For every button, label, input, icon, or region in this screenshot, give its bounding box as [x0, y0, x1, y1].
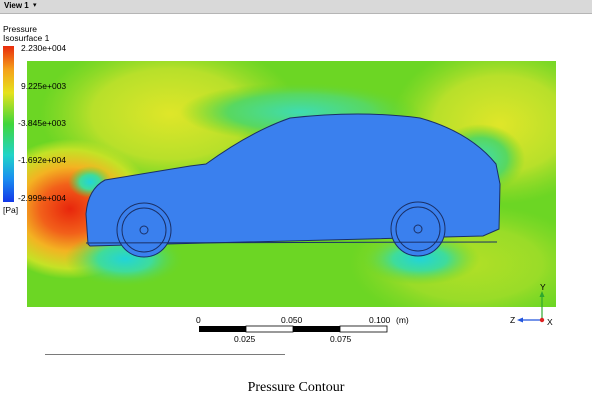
legend-variable: Pressure — [3, 24, 37, 34]
scale-unit: (m) — [396, 315, 409, 325]
triad-y-label: Y — [540, 282, 546, 292]
legend-tick-label: 2.230e+004 — [21, 43, 66, 53]
view-dropdown-icon[interactable]: ▾ — [33, 1, 37, 9]
scale-bar: 0 0.050 0.100 (m) 0.025 0.075 — [196, 315, 409, 344]
legend-color-bar — [3, 46, 14, 202]
graphics-viewport[interactable]: Pressure Isosurface 1 2.230e+004 9.225e+… — [0, 14, 592, 356]
caption-divider — [45, 354, 285, 355]
legend-tick-label: -3.845e+003 — [18, 118, 66, 128]
rear-wheel — [116, 202, 172, 258]
ansys-logo-text: ANSYS — [506, 27, 570, 46]
axis-triad[interactable]: Y Z X — [510, 282, 553, 327]
front-wheel — [390, 201, 446, 257]
legend-tick-label: -2.999e+004 — [18, 193, 66, 203]
legend-tick-label: 9.225e+003 — [21, 81, 66, 91]
viewport-title-bar: View 1 ▾ — [0, 0, 592, 14]
color-legend: Pressure Isosurface 1 2.230e+004 9.225e+… — [3, 24, 66, 215]
scale-label: 0.100 — [369, 315, 391, 325]
triad-z-label: Z — [510, 315, 515, 325]
view-selector-label[interactable]: View 1 — [4, 1, 29, 10]
ansys-version-text: R15.0 — [545, 45, 570, 55]
scale-label: 0.075 — [330, 334, 352, 344]
pressure-contour-plot[interactable]: Pressure Isosurface 1 2.230e+004 9.225e+… — [0, 14, 592, 356]
ansys-logo: ANSYS R15.0 — [506, 28, 570, 55]
scale-label: 0 — [196, 315, 201, 325]
legend-location: Isosurface 1 — [3, 33, 50, 43]
scale-label: 0.025 — [234, 334, 256, 344]
scale-label: 0.050 — [281, 315, 303, 325]
triad-x-label: X — [547, 317, 553, 327]
legend-tick-label: -1.692e+004 — [18, 155, 66, 165]
legend-unit: [Pa] — [3, 205, 18, 215]
figure-caption: Pressure Contour — [247, 380, 345, 395]
